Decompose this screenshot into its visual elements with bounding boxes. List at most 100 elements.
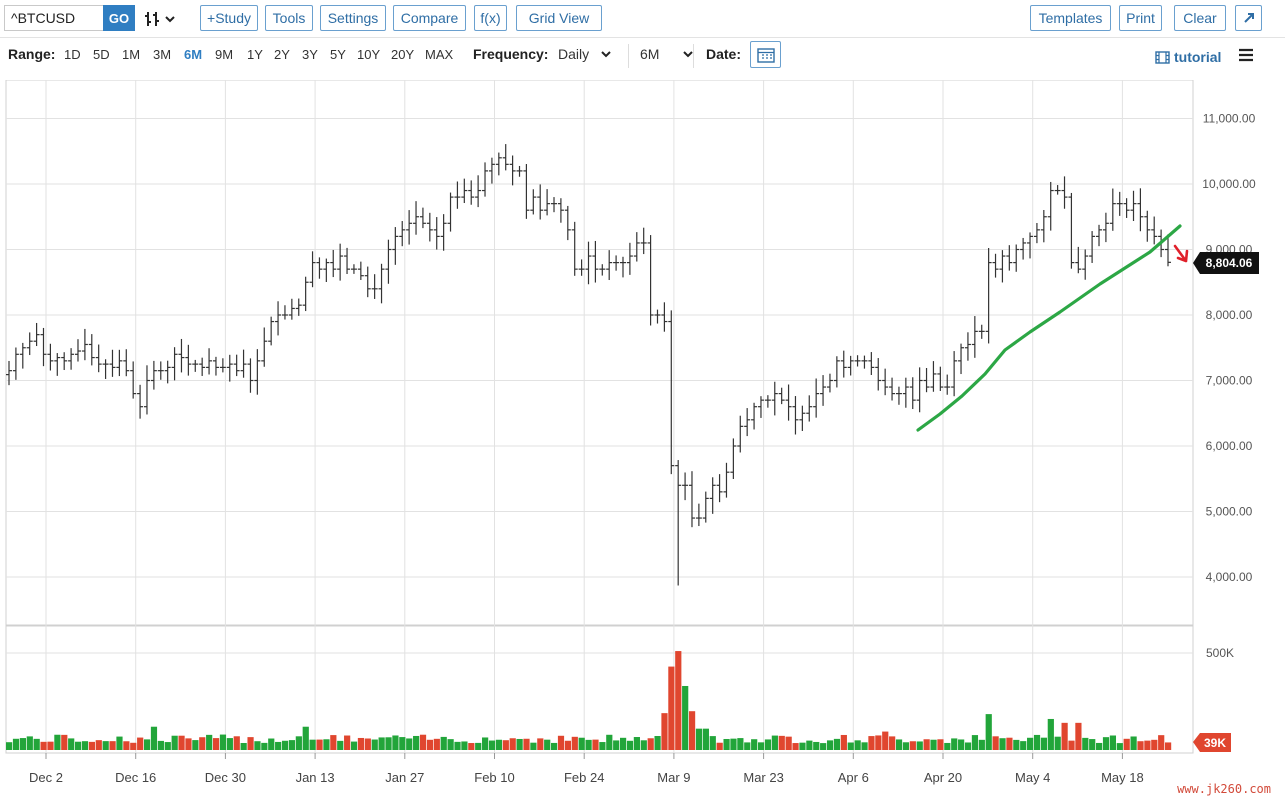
volume-bar (1082, 737, 1089, 750)
volume-panel (5, 625, 1194, 754)
tools-button[interactable]: Tools (265, 5, 313, 31)
volume-bar (964, 742, 972, 750)
range-max[interactable]: MAX (425, 47, 454, 62)
grid-view-button[interactable]: Grid View (516, 5, 602, 31)
volume-bar (633, 737, 640, 750)
expand-button[interactable] (1235, 5, 1262, 31)
volume-bar (723, 738, 730, 750)
date-picker-button[interactable] (750, 41, 781, 68)
price-chart[interactable]: 11,000.0010,000.009,000.008,000.007,000.… (0, 80, 1285, 810)
ohlc-bar (426, 212, 433, 242)
menu-button[interactable] (1238, 47, 1254, 63)
chevron-down-icon (683, 51, 694, 58)
volume-bar (385, 737, 392, 750)
study-button[interactable]: +Study (200, 5, 258, 31)
range-20y[interactable]: 20Y (391, 47, 415, 62)
range-1m[interactable]: 1M (122, 47, 141, 62)
volume-bar (585, 739, 592, 750)
chart-type-selector[interactable] (143, 8, 181, 30)
date-tick-label: Feb 10 (474, 770, 514, 785)
volume-bar (958, 739, 965, 750)
volume-bar (371, 739, 378, 750)
tutorial-link[interactable]: tutorial (1155, 49, 1221, 65)
volume-bar (744, 742, 751, 750)
ohlc-bar (1075, 246, 1082, 274)
main-toolbar: GO +Study Tools Settings Compare f(x) Gr… (0, 0, 1285, 38)
volume-bar (889, 736, 896, 750)
ohlc-bar (516, 165, 523, 177)
ohlc-bar (916, 367, 923, 413)
symbol-input[interactable] (4, 5, 104, 31)
ohlc-bar (778, 387, 785, 405)
clear-button[interactable]: Clear (1174, 5, 1226, 31)
ohlc-bar (875, 358, 882, 391)
volume-bar (578, 737, 585, 750)
ohlc-bar (488, 157, 495, 184)
volume-bar (171, 735, 178, 750)
range-3y[interactable]: 3Y (302, 47, 318, 62)
ohlc-bar (206, 348, 213, 375)
ohlc-bar (150, 360, 157, 390)
fx-button[interactable]: f(x) (474, 5, 507, 31)
volume-bar (392, 735, 399, 750)
volume-bar (1040, 737, 1048, 750)
volume-bar (268, 738, 275, 750)
ohlc-bar (1006, 245, 1013, 271)
volume-bar (19, 738, 26, 750)
volume-bar (785, 736, 792, 750)
settings-button[interactable]: Settings (320, 5, 386, 31)
period-dropdown[interactable]: 6M (640, 46, 694, 62)
ohlc-bar (606, 250, 613, 281)
volume-bar (1020, 741, 1027, 750)
volume-bar (1151, 739, 1158, 750)
chevron-down-icon (165, 16, 175, 23)
ohlc-bar (323, 258, 330, 282)
ohlc-bar (226, 354, 233, 382)
date-tick-label: May 18 (1101, 770, 1144, 785)
ohlc-bar (1144, 210, 1151, 242)
date-label: Date: (706, 46, 742, 62)
range-10y[interactable]: 10Y (357, 47, 381, 62)
range-1y[interactable]: 1Y (247, 47, 263, 62)
ohlc-bar (109, 349, 116, 377)
ohlc-bar (654, 309, 661, 324)
range-5d[interactable]: 5D (93, 47, 110, 62)
range-2y[interactable]: 2Y (274, 47, 290, 62)
range-1d[interactable]: 1D (64, 47, 81, 62)
ohlc-bar (661, 302, 668, 332)
volume-bar (619, 737, 627, 750)
range-6m[interactable]: 6M (184, 47, 203, 62)
volume-bar (143, 739, 151, 750)
go-button[interactable]: GO (103, 5, 135, 31)
compare-button[interactable]: Compare (393, 5, 466, 31)
volume-bar (613, 740, 620, 750)
volume-bar (682, 685, 689, 750)
range-5y[interactable]: 5Y (330, 47, 346, 62)
ohlc-bar (123, 349, 130, 377)
ohlc-bar (751, 402, 758, 430)
volume-bar (482, 737, 489, 750)
print-button[interactable]: Print (1119, 5, 1162, 31)
volume-bar (654, 735, 661, 750)
range-9m[interactable]: 9M (215, 47, 234, 62)
templates-button[interactable]: Templates (1030, 5, 1111, 31)
volume-bar (1047, 718, 1054, 750)
volume-bar (426, 739, 434, 750)
volume-bar (344, 735, 351, 750)
volume-bar (26, 736, 33, 750)
ohlc-bar (578, 259, 585, 276)
ohlc-bar (1068, 192, 1075, 269)
volume-bar (288, 740, 296, 750)
frequency-dropdown[interactable]: Daily (558, 46, 611, 62)
ohlc-bar (316, 257, 323, 279)
ohlc-bar (585, 241, 592, 285)
volume-bar (330, 735, 337, 750)
volume-bar (206, 734, 213, 750)
ohlc-bar (1013, 244, 1020, 272)
frequency-label: Frequency: (473, 46, 549, 62)
range-3m[interactable]: 3M (153, 47, 172, 62)
ohlc-bar (695, 503, 702, 527)
volume-bar (730, 738, 737, 750)
volume-bar (771, 735, 778, 750)
ohlc-bar (902, 377, 909, 408)
